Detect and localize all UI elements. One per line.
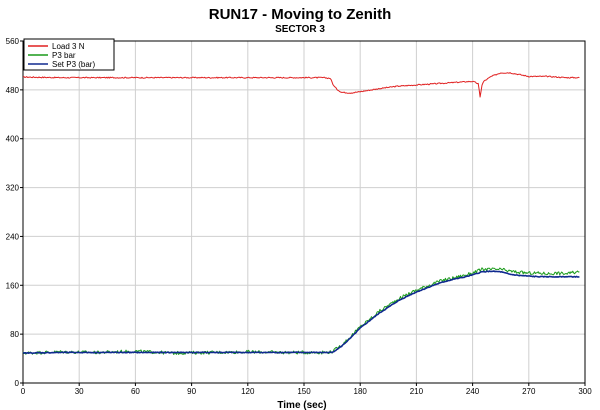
series-group bbox=[22, 72, 580, 355]
legend: Load 3 N P3 bar Set P3 (bar) bbox=[23, 38, 115, 71]
grid bbox=[23, 41, 585, 383]
y-tick-label: 480 bbox=[6, 86, 20, 95]
x-tick-label: 90 bbox=[187, 387, 196, 396]
y-tick-label: 80 bbox=[10, 330, 19, 339]
x-tick-label: 180 bbox=[354, 387, 368, 396]
y-tick-label: 0 bbox=[15, 379, 20, 388]
x-axis-ticks: 0 30 60 90 120 150 180 210 240 270 300 bbox=[21, 383, 592, 396]
x-axis-label: Time (sec) bbox=[277, 400, 326, 410]
x-tick-label: 270 bbox=[522, 387, 536, 396]
x-tick-label: 150 bbox=[297, 387, 311, 396]
x-tick-label: 240 bbox=[466, 387, 480, 396]
legend-label-1: P3 bar bbox=[52, 51, 76, 60]
y-tick-label: 400 bbox=[6, 135, 20, 144]
chart-title: RUN17 - Moving to Zenith bbox=[209, 6, 392, 23]
chart-subtitle: SECTOR 3 bbox=[275, 24, 325, 35]
y-tick-label: 560 bbox=[6, 37, 20, 46]
series-line-2 bbox=[22, 270, 580, 355]
x-tick-label: 210 bbox=[410, 387, 424, 396]
x-tick-label: 30 bbox=[75, 387, 84, 396]
series-line-0 bbox=[23, 72, 580, 98]
x-tick-label: 0 bbox=[21, 387, 26, 396]
y-tick-label: 240 bbox=[6, 232, 20, 241]
x-tick-label: 60 bbox=[131, 387, 140, 396]
y-tick-label: 160 bbox=[6, 281, 20, 290]
legend-label-2: Set P3 (bar) bbox=[52, 60, 95, 69]
x-tick-label: 300 bbox=[578, 387, 592, 396]
y-tick-label: 320 bbox=[6, 184, 20, 193]
legend-box bbox=[23, 38, 115, 71]
x-tick-label: 120 bbox=[241, 387, 255, 396]
plot-frame bbox=[22, 40, 586, 384]
series-line-1 bbox=[22, 267, 580, 355]
legend-label-0: Load 3 N bbox=[52, 42, 85, 51]
y-axis-ticks: 0 80 160 240 320 400 480 560 bbox=[6, 37, 23, 388]
